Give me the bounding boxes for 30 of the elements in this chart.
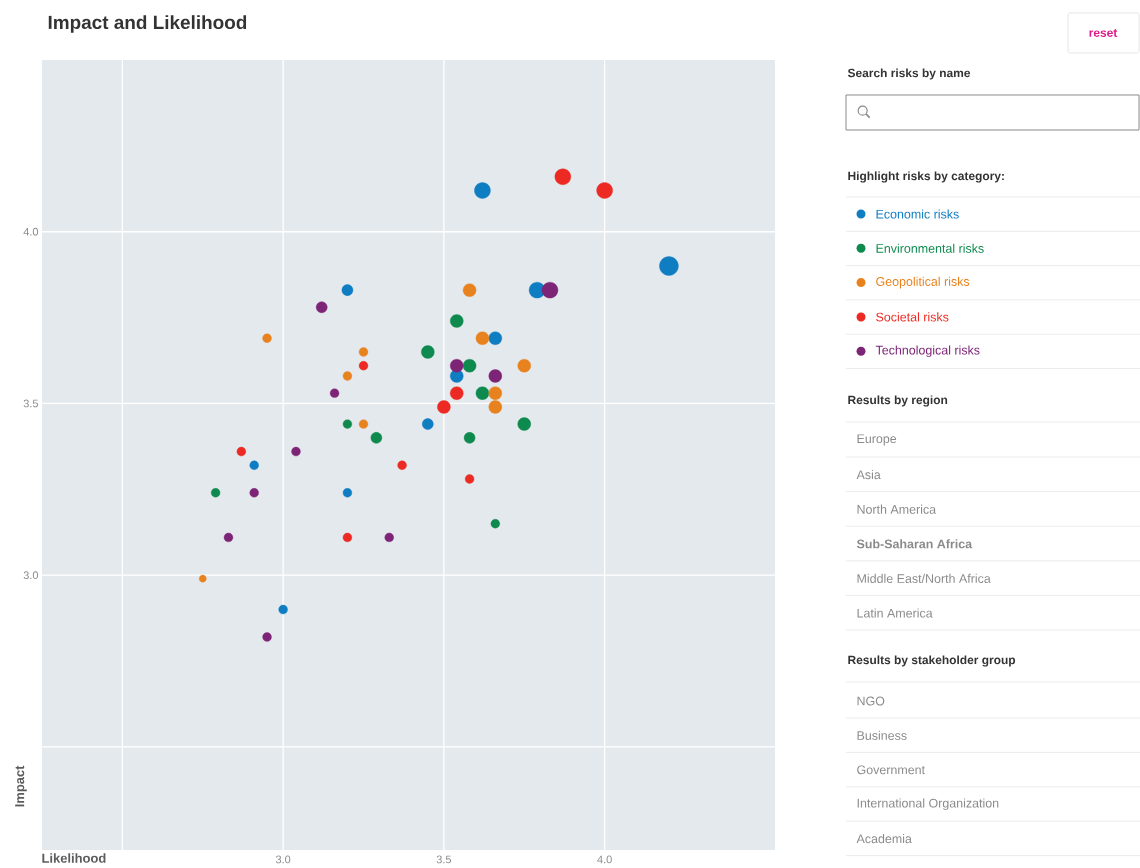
y-axis-title: Impact bbox=[15, 765, 27, 807]
x-axis-title: Likelihood bbox=[42, 853, 106, 863]
text: Latin America bbox=[857, 608, 933, 618]
y-tick-label: 3.0 bbox=[23, 571, 39, 580]
text: NGO bbox=[857, 696, 885, 706]
chart-title: Impact and Likelihood bbox=[48, 15, 247, 33]
text: International Organization bbox=[857, 798, 999, 810]
legend-label: Economic risks bbox=[876, 209, 959, 219]
x-tick-label: 3.5 bbox=[436, 855, 452, 864]
text: Business bbox=[857, 730, 907, 740]
text: Search risks by name bbox=[847, 68, 971, 80]
text: Results by region bbox=[848, 395, 948, 407]
text: reset bbox=[1089, 29, 1118, 37]
text: Sub-Saharan Africa bbox=[856, 539, 973, 549]
legend-label: Environmental risks bbox=[876, 243, 984, 253]
text: Asia bbox=[856, 470, 881, 480]
text: North America bbox=[857, 504, 937, 514]
y-tick-label: 3.5 bbox=[23, 399, 39, 408]
legend-label: Societal risks bbox=[876, 312, 949, 322]
legend-title: Highlight risks by category: bbox=[848, 171, 1004, 183]
text: Middle East/North Africa bbox=[857, 573, 991, 583]
text: Academia bbox=[856, 834, 912, 844]
legend-label: Technological risks bbox=[875, 345, 980, 357]
text: Europe bbox=[857, 434, 897, 446]
legend-label: Geopolitical risks bbox=[876, 276, 970, 289]
text: Results by stakeholder group bbox=[848, 655, 1016, 667]
y-tick-label: 4.0 bbox=[23, 227, 39, 236]
x-tick-label: 4.0 bbox=[597, 855, 612, 864]
x-tick-label: 3.0 bbox=[275, 855, 291, 864]
text: Government bbox=[857, 765, 925, 775]
